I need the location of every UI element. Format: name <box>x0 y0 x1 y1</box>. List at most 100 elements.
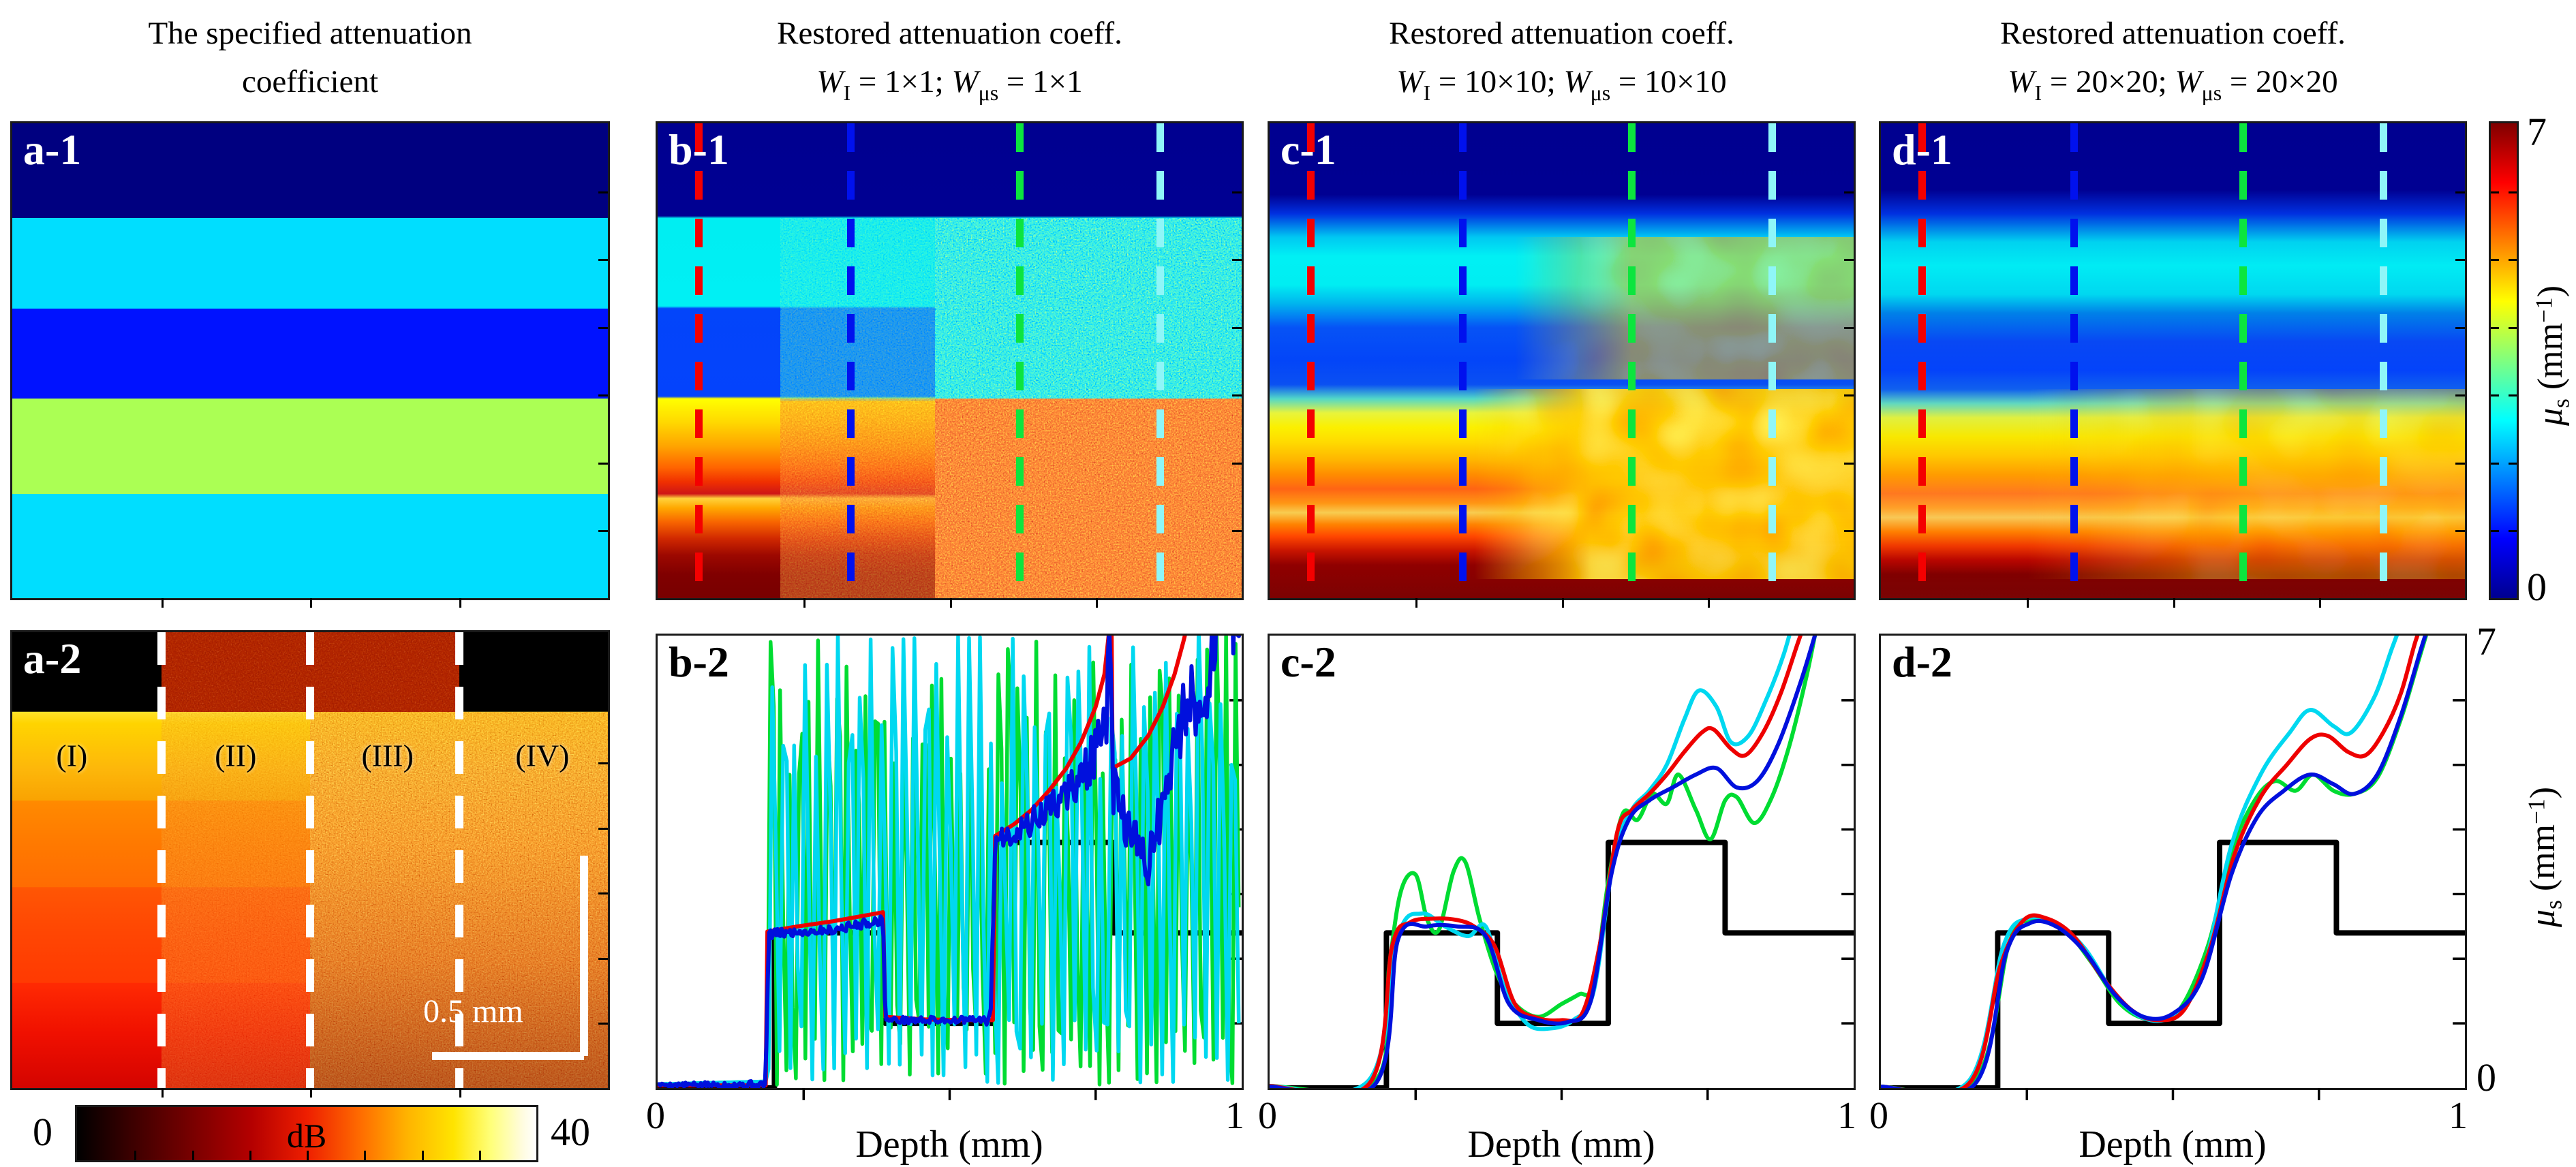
column-d-title: Restored attenuation coeff. WI = 20×20; … <box>1872 10 2474 109</box>
axis-tick <box>1844 530 1854 533</box>
chart-series-group <box>658 636 1242 1088</box>
axis-tick <box>191 1151 194 1160</box>
panel-label: a-2 <box>23 634 82 683</box>
d2-x-min: 0 <box>1869 1095 1888 1137</box>
axis-tick <box>1232 259 1242 262</box>
series-region-II-A-scan <box>1270 636 1818 1088</box>
axis-tick <box>310 1088 312 1098</box>
axis-tick <box>1844 191 1854 193</box>
title-line1: Restored attenuation coeff. <box>1389 16 1734 51</box>
axis-tick <box>2455 259 2465 262</box>
axis-tick <box>2318 598 2321 608</box>
mu-colorbar-gradient <box>2491 123 2517 598</box>
axis-tick <box>598 530 608 533</box>
chart-series-group <box>1270 636 1854 1088</box>
axis-tick <box>1232 191 1242 193</box>
axis-tick <box>1844 394 1854 397</box>
db-colorbar-max: 40 <box>551 1110 590 1154</box>
axis-tick <box>1844 462 1854 465</box>
panel-d2-depth-profile-20x20: d-2 <box>1879 634 2467 1100</box>
axis-tick <box>2509 259 2517 262</box>
column-a-title: The specified attenuation coefficient <box>3 10 617 106</box>
ascan-line-2 <box>846 123 855 598</box>
ascan-line-3 <box>1016 123 1024 598</box>
title-line1: The specified attenuation <box>148 16 472 51</box>
db-colorbar: dB <box>75 1105 538 1162</box>
axis-tick <box>598 892 608 895</box>
ascan-line-2 <box>1458 123 1467 598</box>
panel-label: c-2 <box>1281 638 1336 686</box>
axis-tick <box>598 462 608 465</box>
series-specified-profile <box>1270 839 1854 1088</box>
mu-colorbar-min: 0 <box>2527 565 2547 609</box>
axis-tick <box>2455 326 2465 329</box>
b1-heavy-noise-lower <box>935 399 1242 598</box>
column-c-title: Restored attenuation coeff. WI = 10×10; … <box>1261 10 1862 109</box>
axis-tick <box>2491 530 2499 533</box>
column-b-title: Restored attenuation coeff. WI = 1×1; Wμ… <box>649 10 1251 109</box>
title-line2: coefficient <box>241 63 379 99</box>
panel-a2-intensity-image: (I) (II) (III) (IV) 0.5 mm a-2 <box>10 630 610 1098</box>
axis-tick <box>1415 598 1418 608</box>
chart-ticks <box>2025 699 2465 1100</box>
axis-tick <box>421 1151 424 1160</box>
series-region-I-A-scan <box>1881 636 2420 1088</box>
series-specified-profile <box>1881 839 2465 1088</box>
b1-mild-noise-upper <box>780 218 936 401</box>
panel-label: a-1 <box>23 125 82 174</box>
axis-tick <box>2509 462 2517 465</box>
axis-tick <box>364 1151 367 1160</box>
db-colorbar-label: dB <box>286 1117 327 1155</box>
axis-tick <box>598 957 608 960</box>
series-region-I-A-scan <box>658 636 1187 1088</box>
panel-c1-restored-map-10x10: c-1 <box>1268 121 1856 608</box>
d2-y-max: 7 <box>2477 619 2496 664</box>
axis-tick <box>803 598 806 608</box>
axis-tick <box>1844 326 1854 329</box>
axis-tick <box>598 191 608 193</box>
axis-tick <box>1561 598 1564 608</box>
axis-tick <box>1232 530 1242 533</box>
panel-label: c-1 <box>1281 125 1336 174</box>
chart-series-group <box>1881 636 2465 1088</box>
mu-axis-label: μs (mm−1) <box>2530 285 2575 426</box>
axis-tick <box>1232 326 1242 329</box>
panel-label: d-1 <box>1892 125 1952 174</box>
axis-tick <box>1095 598 1098 608</box>
d2-y-axis-label: μs (mm−1) <box>2522 786 2567 928</box>
axis-tick <box>1232 394 1242 397</box>
axis-tick <box>2455 191 2465 193</box>
ascan-line-1 <box>1306 123 1315 598</box>
ascan-line-3 <box>2239 123 2248 598</box>
title-line2: WI = 10×10; Wμs = 10×10 <box>1396 63 1727 105</box>
d2-x-max: 1 <box>2449 1095 2468 1137</box>
axis-tick <box>478 1151 481 1160</box>
series-region-IV-A-scan <box>658 636 1241 1087</box>
axis-tick <box>1232 462 1242 465</box>
panel-label: d-2 <box>1892 638 1952 686</box>
panel-b2-depth-profile-1x1: b-2 <box>656 634 1244 1100</box>
axis-tick <box>310 598 312 608</box>
axis-tick <box>2491 326 2499 329</box>
scale-bar-vertical <box>580 855 589 1057</box>
axis-tick <box>2027 598 2029 608</box>
panel-a1-specified-map: a-1 <box>10 121 610 608</box>
axis-tick <box>161 1088 164 1098</box>
mu-colorbar <box>2489 121 2519 600</box>
axis-tick <box>598 762 608 765</box>
c2-x-max: 1 <box>1837 1095 1856 1137</box>
axis-tick <box>1844 259 1854 262</box>
a2-regionII-noise <box>161 712 310 1088</box>
panel-c2-depth-profile-10x10: c-2 <box>1268 634 1856 1100</box>
axis-tick <box>2509 530 2517 533</box>
title-line1: Restored attenuation coeff. <box>2000 16 2346 51</box>
c2-chart <box>1270 636 1854 1100</box>
b2-chart <box>658 636 1242 1100</box>
mu-colorbar-max: 7 <box>2527 110 2547 154</box>
d2-x-label: Depth (mm) <box>2079 1123 2267 1166</box>
axis-tick <box>249 1151 251 1160</box>
series-region-II-A-scan <box>1881 636 2427 1088</box>
title-line2: WI = 1×1; Wμs = 1×1 <box>816 63 1083 105</box>
axis-tick <box>2509 326 2517 329</box>
c1-warm-blobs-lower <box>1270 389 1854 580</box>
